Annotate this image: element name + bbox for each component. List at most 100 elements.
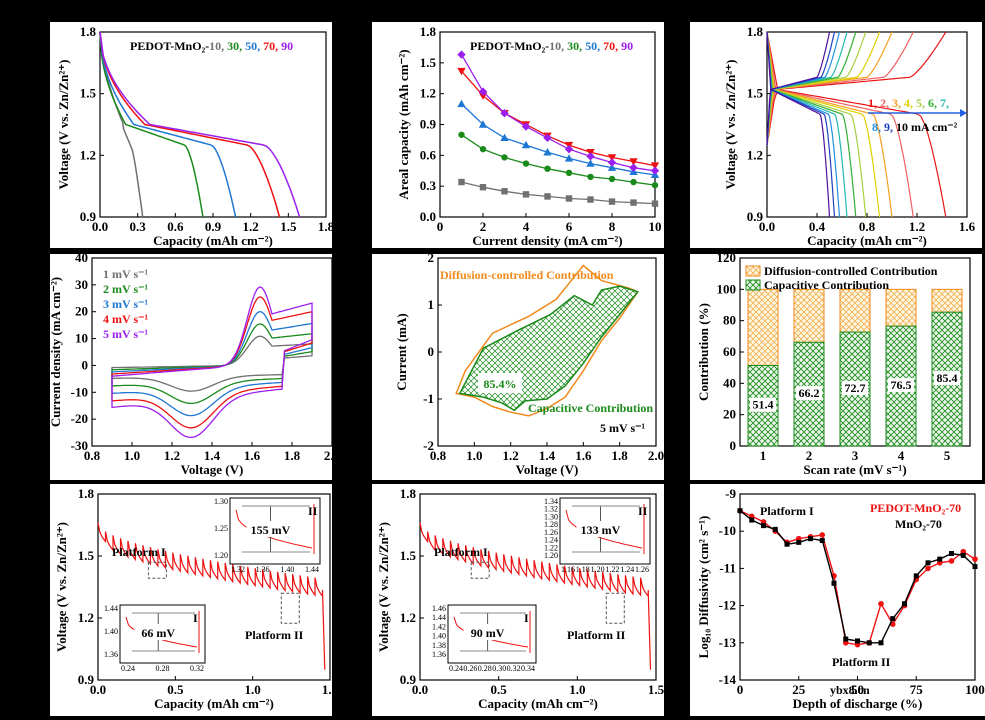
data-point xyxy=(650,166,660,175)
y-tick-label: 1.5 xyxy=(400,548,417,563)
y-tick-label: 1.2 xyxy=(80,147,96,162)
x-tick-label: 0 xyxy=(437,219,444,234)
inset-II-value-bg xyxy=(576,521,625,537)
cv-curve-4 xyxy=(111,296,313,429)
platform-2-box xyxy=(280,592,300,624)
x-tick-label: 1.6 xyxy=(959,219,976,234)
data-point xyxy=(457,50,466,59)
data-point xyxy=(749,517,755,523)
legend-item-70: 70, xyxy=(263,39,281,53)
x-tick-label: 0.8 xyxy=(859,219,876,234)
data-point xyxy=(501,154,508,161)
legend-entry: 4 mV s⁻¹ xyxy=(103,312,148,326)
legend-rate: 8, xyxy=(872,120,884,134)
platform-2-label: Platform II xyxy=(832,655,891,669)
x-tick-label: 4 xyxy=(898,448,905,463)
inset-I-x-tick: 0.24 xyxy=(121,664,135,673)
inset-II-x-tick: 1.22 xyxy=(605,565,619,574)
legend-text: PEDOT-MnO₂-10, 30, 50, 70, 90 xyxy=(130,39,293,53)
platform-2-label: Platform II xyxy=(245,628,304,642)
y-tick-label: 1.2 xyxy=(400,610,416,625)
x-tick-label: 1.2 xyxy=(503,448,519,463)
legend-rate: 5, xyxy=(916,96,928,110)
gitt-curve xyxy=(97,522,326,670)
x-tick-label: 0.9 xyxy=(205,219,222,234)
series-line-90 xyxy=(460,54,656,172)
y-tick-label: 1.8 xyxy=(400,486,417,501)
panel-b-background xyxy=(372,22,664,248)
legend-swatch-capacitive xyxy=(745,279,761,291)
x-axis-label: Depth of discharge (%) xyxy=(793,696,923,711)
data-point xyxy=(949,551,954,557)
legend-item-30: 30, xyxy=(227,39,245,53)
platform-1-box xyxy=(147,561,167,579)
x-tick-label: 1.5 xyxy=(648,682,665,697)
series-line-30 xyxy=(461,134,656,186)
x-tick-label: 0.0 xyxy=(412,682,428,697)
data-point xyxy=(500,108,509,118)
inset-II-y-tick: 1.25 xyxy=(214,524,228,533)
y-tick-label: 1.5 xyxy=(747,86,764,101)
data-point xyxy=(878,640,884,646)
panel-c-background xyxy=(690,22,982,248)
data-point xyxy=(761,523,766,529)
y-tick-label: -10 xyxy=(719,523,736,538)
y-tick-label: -1 xyxy=(423,391,434,406)
inset-I-y-tick: 1.42 xyxy=(432,622,446,631)
inset-II-y-tick: 1.28 xyxy=(544,520,558,529)
x-tick-label: 1.8 xyxy=(318,219,335,234)
bar-label-bg xyxy=(796,386,822,401)
x-tick-label: 0.5 xyxy=(167,682,184,697)
x-tick-label: 5 xyxy=(944,448,951,463)
series-line-10 xyxy=(461,181,656,205)
x-tick-label: 25 xyxy=(792,682,806,697)
panel-g-frame xyxy=(97,493,331,681)
platform-2-box xyxy=(605,592,625,624)
data-point xyxy=(564,144,574,154)
legend-rate: 4, xyxy=(904,96,916,110)
x-tick-label: 1.5 xyxy=(280,219,297,234)
inset-I-value-bg xyxy=(463,624,512,640)
legend-prefix: PEDOT-MnO₂- xyxy=(130,39,209,53)
x-tick-label: 1.6 xyxy=(575,448,592,463)
platform-1-label: Platform I xyxy=(434,545,488,559)
inset-II-x-tick: 1.44 xyxy=(305,565,319,574)
inset-I-x-tick: 0.26 xyxy=(463,664,477,673)
legend-mno2: MnO₂-70 xyxy=(895,517,942,531)
y-axis-label: Voltage (V vs. Zn/Zn²⁺) xyxy=(56,60,71,190)
y-tick-label: 120 xyxy=(717,250,737,265)
data-point xyxy=(878,600,884,607)
inset-I-x-tick: 0.32 xyxy=(190,664,204,673)
inset-II-tag: II xyxy=(638,504,648,518)
x-tick-label: 1.2 xyxy=(164,448,180,463)
legend-item-10: 10, xyxy=(209,39,227,53)
legend-rate: 6, xyxy=(928,96,940,110)
data-point xyxy=(587,196,594,203)
y-tick-label: -13 xyxy=(719,635,737,650)
data-point xyxy=(925,565,931,572)
legend-item-90: 90 xyxy=(621,39,633,53)
data-point xyxy=(630,178,637,186)
data-point xyxy=(501,188,508,195)
y-tick-label: 100 xyxy=(717,281,737,296)
y-tick-label: -30 xyxy=(71,438,88,453)
legend-rate: 2, xyxy=(880,96,892,110)
legend-rate: 7, xyxy=(940,96,949,110)
y-tick-label: 0 xyxy=(82,357,89,372)
x-tick-label: 1.0 xyxy=(245,682,261,697)
platform-1-box xyxy=(470,561,490,579)
x-axis-label: Voltage (V) xyxy=(181,462,244,477)
x-axis-label: Current density (mA cm⁻²) xyxy=(472,233,622,248)
bar-diffusion-3 xyxy=(839,288,871,333)
bar-label-bg xyxy=(750,397,776,412)
data-point xyxy=(630,199,637,206)
legend-entry: 5 mV s⁻¹ xyxy=(103,327,148,341)
data-point xyxy=(796,539,802,545)
cv-curve-1 xyxy=(111,335,313,392)
rate-label: 5 mV s⁻¹ xyxy=(600,421,645,435)
inset-II-x-tick: 1.36 xyxy=(256,565,270,574)
data-point xyxy=(479,183,487,191)
charge-curve-10 xyxy=(766,31,831,146)
data-point xyxy=(586,152,595,161)
panel-i: 0 25 50 75 100 -14 -13 -12 -11 -10 -9 Depth of disc… xyxy=(690,484,985,716)
